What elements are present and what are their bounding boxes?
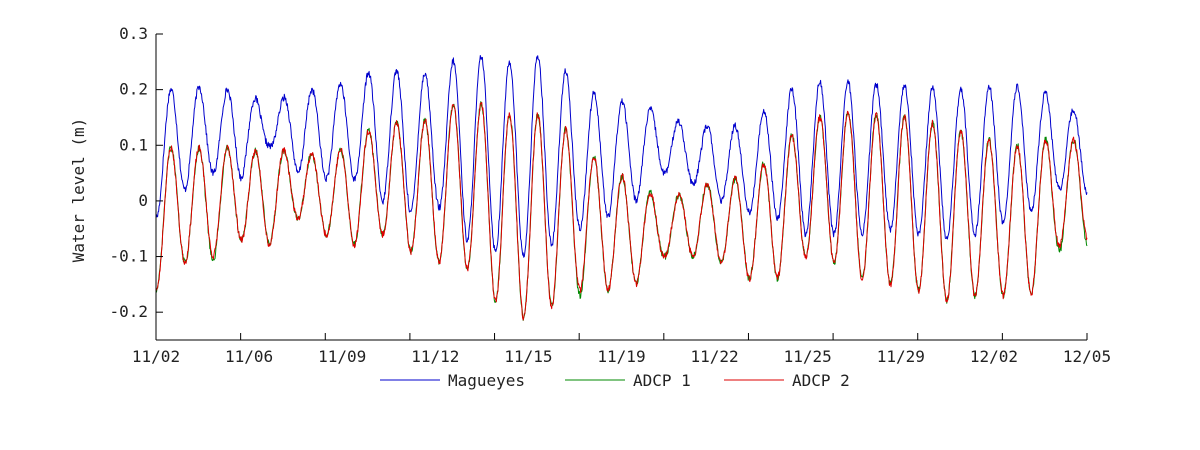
x-ticks: 11/02 11/06 11/09 11/12 11/15 11/19 11/22 11/25… bbox=[132, 333, 1111, 366]
x-tick-label: 11/06 bbox=[225, 347, 273, 366]
y-tick-label: 0.3 bbox=[119, 24, 148, 43]
legend-label: ADCP 1 bbox=[633, 371, 691, 390]
series-line-adcp-2 bbox=[155, 102, 1088, 321]
x-tick-label: 11/25 bbox=[784, 347, 832, 366]
y-axis-title: Water level (m) bbox=[69, 118, 88, 263]
series-line-magueyes bbox=[155, 55, 1088, 258]
x-tick-label: 11/12 bbox=[411, 347, 459, 366]
plot-lines bbox=[155, 55, 1088, 321]
legend: Magueyes ADCP 1 ADCP 2 bbox=[380, 371, 850, 390]
legend-label: Magueyes bbox=[448, 371, 525, 390]
x-tick-label: 11/09 bbox=[318, 347, 366, 366]
x-tick-label: 11/02 bbox=[132, 347, 180, 366]
legend-label: ADCP 2 bbox=[792, 371, 850, 390]
x-tick-label: 11/15 bbox=[504, 347, 552, 366]
y-tick-label: 0 bbox=[138, 191, 148, 210]
x-tick-label: 11/29 bbox=[877, 347, 925, 366]
y-tick-label: -0.2 bbox=[109, 302, 148, 321]
y-tick-label: -0.1 bbox=[109, 247, 148, 266]
y-tick-label: 0.1 bbox=[119, 135, 148, 154]
series-line-adcp-1 bbox=[155, 101, 1088, 321]
x-tick-label: 11/22 bbox=[691, 347, 739, 366]
y-tick-label: 0.2 bbox=[119, 80, 148, 99]
x-tick-label: 12/05 bbox=[1063, 347, 1111, 366]
x-tick-label: 12/02 bbox=[970, 347, 1018, 366]
y-ticks: -0.2 -0.1 0 0.1 0.2 0.3 bbox=[109, 24, 163, 321]
x-tick-label: 11/19 bbox=[597, 347, 645, 366]
